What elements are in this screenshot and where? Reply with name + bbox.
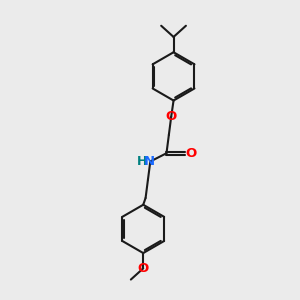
Text: H: H: [137, 155, 147, 168]
Text: O: O: [166, 110, 177, 123]
Text: O: O: [138, 262, 149, 275]
Text: O: O: [186, 147, 197, 160]
Text: N: N: [144, 155, 155, 168]
